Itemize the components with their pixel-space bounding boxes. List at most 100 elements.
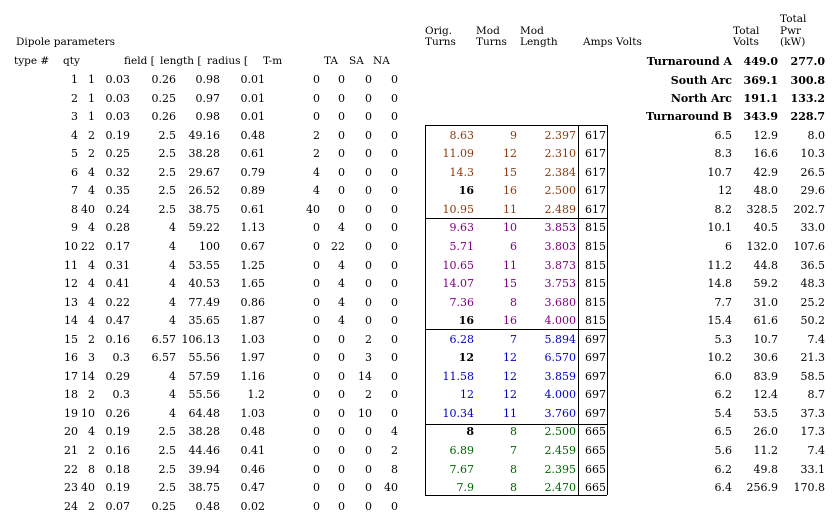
cell-volts: 12 (718, 184, 732, 197)
cell-length: 2.5 (158, 481, 177, 494)
cell-modlen: 5.894 (544, 333, 577, 346)
cell-amps: 815 (585, 314, 606, 327)
cell-na: 14 (358, 370, 372, 383)
cell-volts: 6 (725, 240, 732, 253)
cell-type: 17 (64, 370, 78, 383)
cell-qty: 1 (88, 92, 95, 105)
cell-radius: 55.56 (188, 388, 221, 401)
summary-name: North Arc (670, 92, 732, 105)
cell-radius: 53.55 (188, 259, 221, 272)
cell-mod: 12 (503, 351, 517, 364)
cell-mod: 6 (510, 240, 517, 253)
summary-pwr: 277.0 (790, 55, 825, 68)
cell-volts: 8.2 (714, 203, 733, 216)
cell-type: 8 (71, 203, 78, 216)
cell-modlen: 3.859 (544, 370, 577, 383)
cell-tm: 1.2 (247, 388, 266, 401)
cell-ta: 2 (313, 129, 320, 142)
cell-radius: 26.52 (188, 184, 221, 197)
cell-field: 0.03 (105, 92, 131, 105)
cell-tvolts: 59.2 (753, 277, 779, 290)
cell-na: 0 (365, 221, 372, 234)
cell-tb: 0 (391, 147, 398, 160)
cell-type: 24 (64, 500, 78, 513)
header-total-volts-2: Volts (733, 36, 759, 48)
cell-orig: 7.9 (456, 481, 475, 494)
cell-amps: 815 (585, 296, 606, 309)
cell-field: 0.3 (112, 351, 131, 364)
cell-qty: 4 (88, 166, 95, 179)
cell-tpwr: 29.6 (800, 184, 826, 197)
cell-type: 12 (64, 277, 78, 290)
cell-orig: 11.58 (442, 370, 475, 383)
cell-radius: 38.28 (188, 147, 221, 160)
cell-tm: 1.16 (240, 370, 266, 383)
cell-length: 4 (169, 388, 176, 401)
cell-orig: 8.63 (449, 129, 475, 142)
cell-na: 0 (365, 314, 372, 327)
cell-modlen: 2.470 (544, 481, 577, 494)
cell-ta: 0 (313, 259, 320, 272)
cell-mod: 11 (503, 203, 517, 216)
cell-tb: 0 (391, 92, 398, 105)
cell-sa: 4 (338, 314, 345, 327)
header-type: type # (14, 55, 50, 67)
cell-tm: 0.67 (240, 240, 266, 253)
cell-field: 0.03 (105, 73, 131, 86)
cell-mod: 15 (503, 277, 517, 290)
cell-na: 0 (365, 259, 372, 272)
cell-orig: 7.67 (449, 463, 475, 476)
cell-volts: 10.2 (707, 351, 733, 364)
cell-tb: 2 (391, 444, 398, 457)
header-mod-length-1: Mod (520, 25, 544, 37)
header-sa: SA (349, 55, 364, 67)
cell-volts: 6.2 (714, 388, 733, 401)
cell-modlen: 3.873 (544, 259, 577, 272)
cell-na: 2 (365, 388, 372, 401)
cell-mod: 8 (510, 296, 517, 309)
cell-tm: 0.61 (240, 147, 266, 160)
cell-amps: 815 (585, 240, 606, 253)
cell-tm: 0.02 (240, 500, 266, 513)
cell-tvolts: 61.6 (753, 314, 779, 327)
cell-tvolts: 12.4 (753, 388, 779, 401)
cell-qty: 4 (88, 425, 95, 438)
header-field: field [ (124, 55, 155, 67)
cell-amps: 697 (585, 333, 606, 346)
cell-qty: 4 (88, 296, 95, 309)
cell-field: 0.47 (105, 314, 131, 327)
cell-qty: 2 (88, 444, 95, 457)
cell-qty: 1 (88, 110, 95, 123)
cell-sa: 4 (338, 259, 345, 272)
cell-ta: 2 (313, 147, 320, 160)
cell-amps: 815 (585, 277, 606, 290)
cell-tb: 0 (391, 407, 398, 420)
cell-na: 0 (365, 277, 372, 290)
cell-mod: 16 (503, 314, 517, 327)
cell-qty: 4 (88, 184, 95, 197)
cell-volts: 10.7 (707, 166, 733, 179)
summary-name: Turnaround B (645, 110, 732, 123)
cell-tvolts: 31.0 (753, 296, 779, 309)
cell-qty: 14 (81, 370, 95, 383)
cell-mod: 7 (510, 333, 517, 346)
cell-orig: 14.3 (449, 166, 475, 179)
cell-field: 0.32 (105, 166, 131, 179)
cell-orig: 6.89 (449, 444, 475, 457)
cell-tb: 40 (384, 481, 398, 494)
cell-volts: 5.4 (714, 407, 733, 420)
cell-qty: 2 (88, 500, 95, 513)
cell-length: 4 (169, 240, 176, 253)
cell-tm: 0.79 (240, 166, 266, 179)
cell-type: 16 (64, 351, 78, 364)
cell-field: 0.26 (105, 407, 131, 420)
cell-ta: 0 (313, 110, 320, 123)
box-group-divider (425, 218, 607, 219)
cell-sa: 0 (338, 203, 345, 216)
cell-ta: 0 (313, 425, 320, 438)
summary-pwr: 133.2 (790, 92, 825, 105)
summary-pwr: 228.7 (790, 110, 825, 123)
cell-na: 3 (365, 351, 372, 364)
cell-field: 0.24 (105, 203, 131, 216)
cell-tb: 0 (391, 333, 398, 346)
